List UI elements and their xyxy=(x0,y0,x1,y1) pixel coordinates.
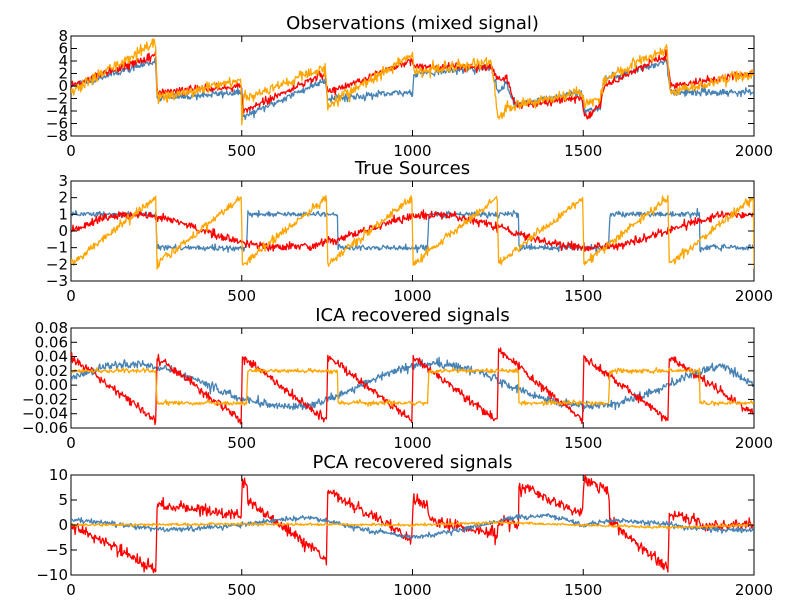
series-red xyxy=(71,49,754,120)
chart-title: Observations (mixed signal) xyxy=(286,13,539,34)
x-tick-label: 2000 xyxy=(735,581,773,599)
y-tick-label: −2 xyxy=(46,255,68,273)
series-group xyxy=(71,38,754,126)
chart-title: True Sources xyxy=(354,158,470,179)
panel-3: 0 500 1000 1500 2000−0.06−0.04−0.020.000.020… xyxy=(22,305,773,452)
y-tick-label: −6 xyxy=(46,115,68,133)
chart-title: PCA recovered signals xyxy=(312,452,512,473)
series-orange xyxy=(71,38,754,126)
x-tick-label: 1500 xyxy=(564,287,602,305)
panel-1: 0 500 1000 1500 2000−8−6−4−202468Observation… xyxy=(46,13,773,160)
x-tick-label: 500 xyxy=(227,142,256,160)
y-tick-label: 0 xyxy=(58,516,68,534)
y-tick-label: −1 xyxy=(46,239,68,257)
y-tick-label: 2 xyxy=(58,189,68,207)
series-orange xyxy=(71,520,754,530)
x-tick-label: 0 xyxy=(66,434,76,452)
y-tick-label: −0.04 xyxy=(22,405,68,423)
x-tick-label: 1000 xyxy=(393,287,431,305)
x-tick-label: 1000 xyxy=(393,581,431,599)
x-tick-label: 0 xyxy=(66,142,76,160)
y-tick-label: 5 xyxy=(58,491,68,509)
x-tick-label: 1500 xyxy=(564,581,602,599)
x-tick-label: 2000 xyxy=(735,142,773,160)
y-tick-label: 0.00 xyxy=(35,376,68,394)
series-blue xyxy=(71,513,754,540)
y-tick-label: 2 xyxy=(58,65,68,83)
y-tick-label: −4 xyxy=(46,102,68,120)
y-tick-label: 0.04 xyxy=(35,348,68,366)
y-tick-label: −0.02 xyxy=(22,390,68,408)
x-tick-label: 500 xyxy=(227,581,256,599)
x-tick-label: 1500 xyxy=(564,434,602,452)
y-tick-label: 0 xyxy=(58,77,68,95)
y-tick-label: 8 xyxy=(58,27,68,45)
x-tick-label: 500 xyxy=(227,287,256,305)
series-group xyxy=(71,347,754,426)
chart-title: ICA recovered signals xyxy=(315,305,509,326)
x-tick-label: 2000 xyxy=(735,287,773,305)
series-group xyxy=(71,194,754,270)
y-tick-label: 6 xyxy=(58,40,68,58)
y-tick-label: 0.08 xyxy=(35,319,68,337)
y-tick-label: −8 xyxy=(46,127,68,145)
series-red xyxy=(71,475,754,574)
x-tick-label: 500 xyxy=(227,434,256,452)
y-tick-label: 1 xyxy=(58,205,68,223)
y-tick-label: 0.06 xyxy=(35,333,68,351)
y-tick-label: −2 xyxy=(46,90,68,108)
y-tick-label: 0 xyxy=(58,222,68,240)
y-tick-label: −3 xyxy=(46,272,68,290)
series-group xyxy=(71,475,754,574)
x-tick-label: 1000 xyxy=(393,434,431,452)
panel-4: 0 500 1000 1500 2000 −10 −5 0 5 10 PCA recovered s… xyxy=(36,452,773,599)
y-tick-label: 3 xyxy=(58,172,68,190)
y-tick-label: −10 xyxy=(36,566,68,584)
y-tick-label: −5 xyxy=(46,541,68,559)
x-tick-label: 1000 xyxy=(393,142,431,160)
y-tick-label: 4 xyxy=(58,52,68,70)
x-tick-label: 2000 xyxy=(735,434,773,452)
y-tick-label: 10 xyxy=(49,466,68,484)
x-tick-label: 0 xyxy=(66,581,76,599)
x-tick-label: 0 xyxy=(66,287,76,305)
x-tick-label: 1500 xyxy=(564,142,602,160)
series-sawtooth xyxy=(71,194,754,270)
series-square xyxy=(71,366,754,408)
y-tick-label: 0.02 xyxy=(35,362,68,380)
series-sawtooth xyxy=(71,347,754,426)
y-tick-label: −0.06 xyxy=(22,419,68,437)
